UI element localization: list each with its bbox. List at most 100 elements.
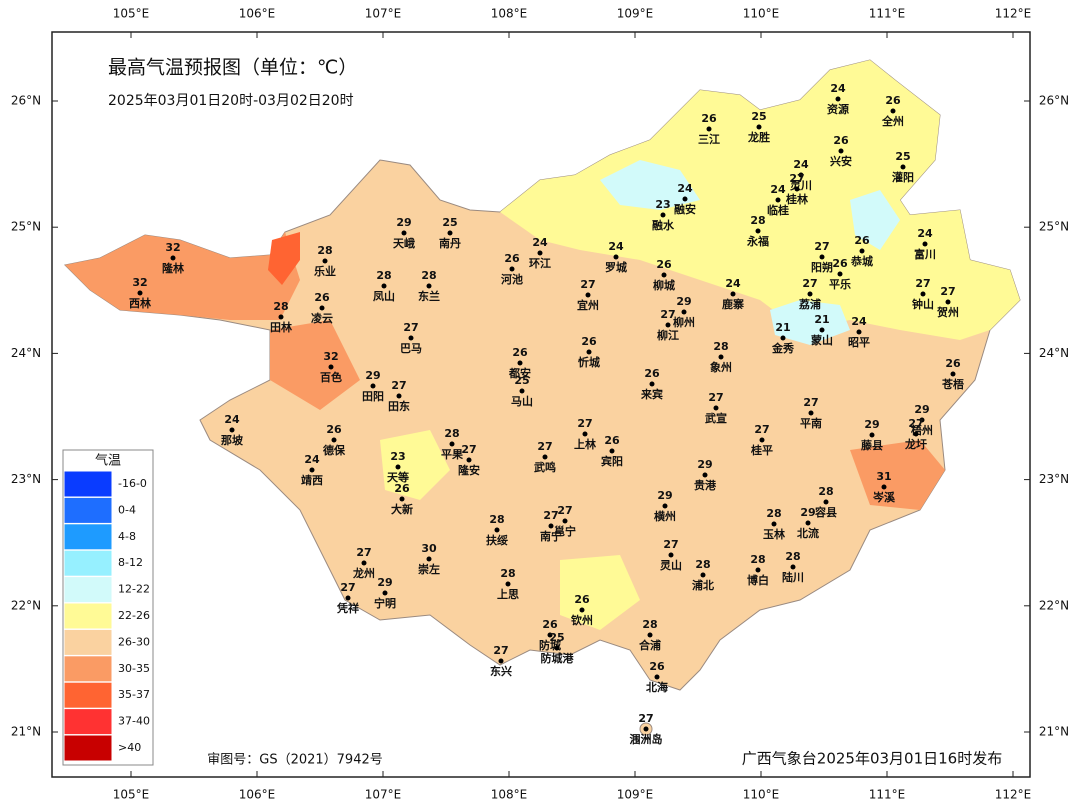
station-value: 27 [391, 379, 406, 392]
station-name: 容县 [814, 505, 837, 519]
legend-swatch [63, 576, 113, 604]
station-name: 武宣 [705, 411, 727, 425]
station-name: 阳朔 [811, 260, 833, 274]
lat-label: 24°N [11, 346, 41, 360]
legend-swatch [63, 734, 113, 762]
station-name: 宾阳 [601, 454, 623, 468]
lat-label: 22°N [1039, 598, 1069, 612]
lon-label: 111°E [869, 788, 906, 802]
station-name: 马山 [511, 394, 533, 408]
station-dot [838, 148, 844, 154]
station-dot [756, 124, 762, 130]
station-value: 29 [396, 216, 411, 229]
station-value: 29 [365, 369, 380, 382]
station-value: 24 [677, 182, 693, 195]
station-value: 26 [574, 593, 590, 606]
lon-label: 112°E [995, 788, 1032, 802]
lon-label: 109°E [617, 7, 654, 21]
station-value: 27 [754, 423, 769, 436]
station-name: 资源 [827, 102, 849, 116]
station-dot [819, 327, 825, 333]
station-value: 23 [655, 198, 670, 211]
issuer: 广西气象台2025年03月01日16时发布 [742, 750, 1002, 768]
station-dot [660, 212, 666, 218]
station-name: 崇左 [418, 562, 440, 576]
station-dot [682, 196, 688, 202]
station-value: 23 [390, 450, 405, 463]
station-value: 26 [542, 618, 558, 631]
station-value: 27 [577, 417, 592, 430]
station-value: 28 [376, 269, 391, 282]
station-value: 30 [421, 542, 437, 555]
station-name: 天等 [387, 470, 409, 484]
station-dot [582, 431, 588, 437]
station-name: 那坡 [221, 433, 244, 447]
station-value: 24 [608, 240, 624, 253]
lon-label: 109°E [617, 788, 654, 802]
station-dot [585, 292, 591, 298]
station-name: 隆安 [458, 463, 480, 477]
station-dot [399, 496, 405, 502]
station-dot [922, 241, 928, 247]
station-name: 涠洲岛 [630, 732, 663, 746]
station-name: 灵山 [660, 558, 682, 572]
station-value: 24 [851, 315, 867, 328]
station-dot [542, 454, 548, 460]
lat-label: 26°N [1039, 94, 1069, 108]
station-name: 大新 [391, 502, 413, 516]
lat-label: 26°N [11, 94, 41, 108]
station-value: 27 [580, 278, 595, 291]
station-value: 28 [695, 558, 710, 571]
station-value: 26 [581, 335, 597, 348]
station-value: 27 [708, 391, 723, 404]
station-dot [505, 581, 511, 587]
station-dot [449, 441, 455, 447]
station-value: 27 [789, 172, 804, 185]
station-value: 26 [604, 434, 620, 447]
station-value: 28 [750, 214, 765, 227]
legend-swatch [63, 681, 113, 709]
station-dot [328, 364, 334, 370]
station-dot [517, 360, 523, 366]
lat-label: 21°N [11, 725, 41, 739]
approval-number: 审图号：GS（2021）7942号 [207, 753, 383, 768]
station-name: 贺州 [936, 305, 959, 319]
station-dot [426, 556, 432, 562]
station-name: 西林 [129, 296, 151, 310]
station-name: 象州 [710, 360, 732, 374]
legend-swatch [63, 602, 113, 630]
station-name: 柳江 [657, 328, 679, 342]
station-name: 武鸣 [534, 460, 556, 474]
lon-label: 107°E [365, 7, 402, 21]
station-value: 32 [165, 241, 180, 254]
station-name: 天峨 [393, 236, 415, 250]
station-dot [381, 283, 387, 289]
station-dot [466, 457, 472, 463]
legend-label: 30-35 [118, 662, 150, 675]
legend-label: 37-40 [118, 715, 150, 728]
station-dot [395, 464, 401, 470]
station-value: 27 [803, 396, 818, 409]
station-name: 浦北 [692, 578, 714, 592]
legend-label: 8-12 [118, 556, 143, 569]
station-name: 宜州 [577, 298, 599, 312]
station-dot [382, 590, 388, 596]
legend: 气温 -16-0 0-4 4-8 8-12 12-22 22-26 26-30 30-35 35… [62, 449, 154, 766]
station-name: 藤县 [861, 438, 883, 452]
station-name: 合浦 [639, 638, 661, 652]
station-name: 兴安 [830, 154, 852, 168]
station-value: 28 [444, 427, 459, 440]
station-value: 26 [701, 112, 717, 125]
legend-label: 22-26 [118, 609, 150, 622]
station-dot [755, 567, 761, 573]
legend-title: 气温 [95, 453, 121, 469]
legend-swatch [63, 496, 113, 524]
station-value: 27 [403, 321, 418, 334]
station-dot [819, 254, 825, 260]
station-dot [643, 726, 649, 732]
station-value: 27 [543, 509, 558, 522]
station-value: 32 [323, 350, 338, 363]
station-name: 宁明 [374, 596, 396, 610]
station-dot [919, 417, 925, 423]
station-dot [519, 388, 525, 394]
